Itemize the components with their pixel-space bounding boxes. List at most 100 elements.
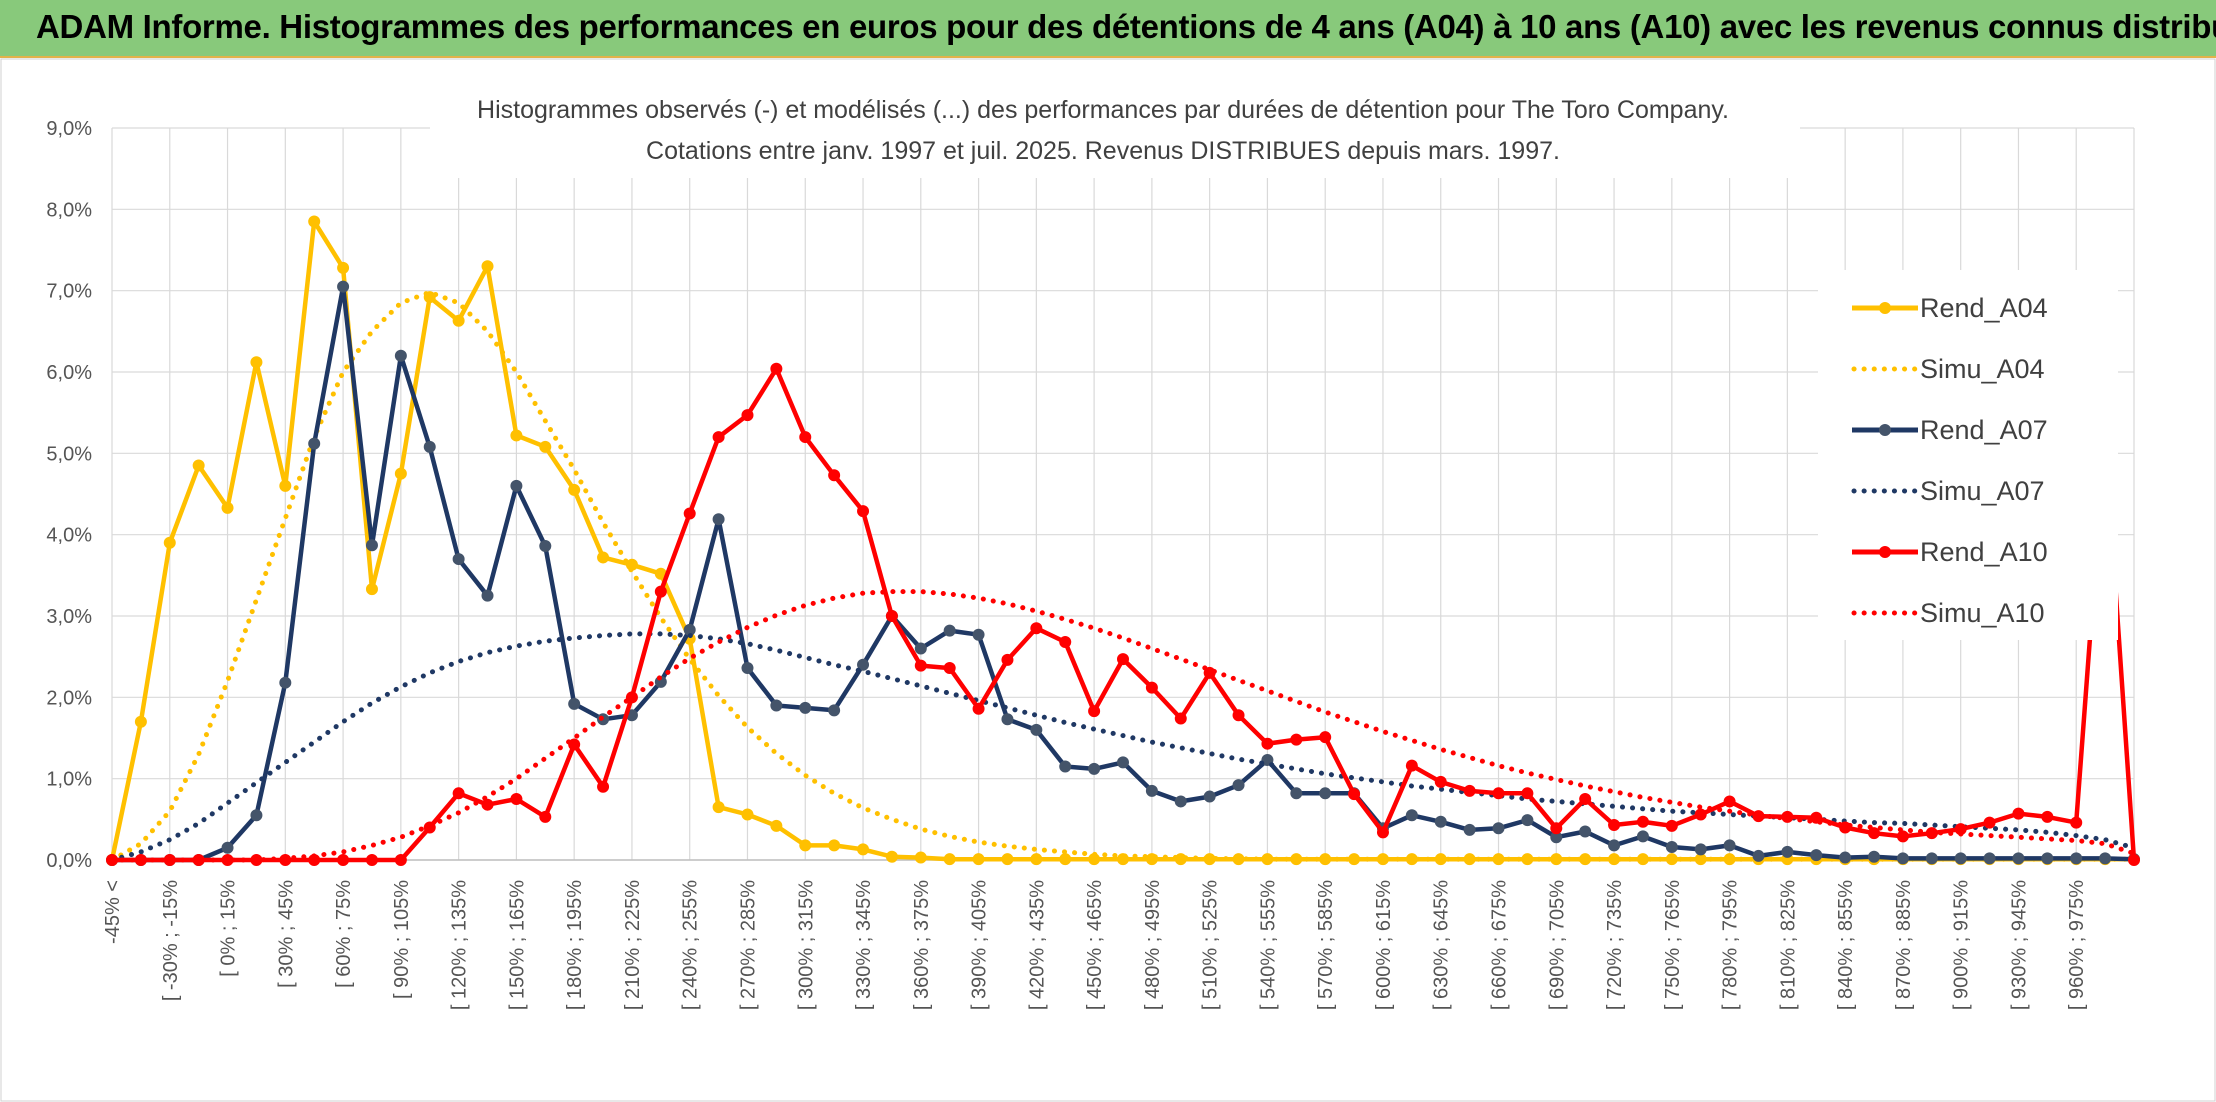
x-tick-label: [ 0% ; 15% bbox=[218, 880, 240, 977]
legend-rend-a07-label: Rend_A07 bbox=[1920, 415, 2048, 445]
series-rend-a07-point bbox=[712, 513, 725, 526]
series-rend-a04-point bbox=[452, 314, 465, 327]
x-tick-label: [ 960% ; 975% bbox=[2066, 880, 2088, 1010]
series-group bbox=[106, 215, 2140, 866]
x-tick-label: [ 780% ; 795% bbox=[1720, 880, 1742, 1010]
series-rend-a10-point bbox=[1117, 653, 1129, 666]
series-rend-a10-point bbox=[1868, 827, 1881, 840]
series-rend-a10-point bbox=[914, 659, 927, 672]
series-rend-a07-point bbox=[1781, 845, 1794, 858]
series-rend-a07-point bbox=[1117, 756, 1129, 769]
y-tick-label: 6,0% bbox=[46, 362, 92, 384]
legend-rend-a04-label: Rend_A04 bbox=[1920, 293, 2048, 323]
series-rend-a10-point bbox=[1030, 622, 1043, 635]
series-rend-a04-point bbox=[828, 839, 841, 852]
legend-simu-a07-label: Simu_A07 bbox=[1920, 476, 2045, 506]
series-rend-a04-point bbox=[857, 843, 870, 856]
series-rend-a10-point bbox=[539, 810, 552, 823]
x-tick-label: [ 60% ; 75% bbox=[333, 880, 355, 988]
series-rend-a04-point bbox=[279, 479, 292, 492]
series-rend-a10-point bbox=[1001, 653, 1014, 666]
x-tick-label: [ 480% ; 495% bbox=[1142, 880, 1164, 1010]
series-rend-a10-point bbox=[365, 854, 378, 866]
x-tick-label: [ 690% ; 705% bbox=[1546, 880, 1568, 1010]
series-rend-a07-point bbox=[1030, 723, 1043, 736]
legend-rend-a10-label: Rend_A10 bbox=[1920, 537, 2048, 567]
series-rend-a10-point bbox=[1174, 712, 1187, 725]
series-rend-a07-point bbox=[2099, 852, 2112, 865]
series-rend-a10-point bbox=[770, 362, 783, 375]
x-tick-label: [ 90% ; 105% bbox=[391, 880, 413, 999]
x-tick-label: [ 870% ; 885% bbox=[1893, 880, 1915, 1010]
series-simu-a10-line bbox=[109, 589, 2137, 863]
x-tick-label: [ 180% ; 195% bbox=[564, 880, 586, 1010]
x-tick-label: [ 240% ; 255% bbox=[680, 880, 702, 1010]
y-tick-label: 4,0% bbox=[46, 525, 92, 547]
x-tick-label: [ 30% ; 45% bbox=[275, 880, 297, 988]
x-tick-label: [ -30% ; -15% bbox=[160, 880, 182, 1001]
series-rend-a07-point bbox=[250, 809, 263, 822]
x-tick-label: [ 120% ; 135% bbox=[449, 880, 471, 1010]
series-rend-a07-point bbox=[1232, 779, 1245, 792]
series-rend-a07-point bbox=[365, 539, 378, 552]
x-tick-label: [ 540% ; 555% bbox=[1257, 880, 1279, 1010]
series-rend-a04-point bbox=[134, 715, 147, 728]
series-rend-a07-point bbox=[1521, 814, 1534, 827]
legend-rend-a07-marker bbox=[1879, 424, 1891, 436]
series-rend-a10-point bbox=[394, 854, 407, 866]
x-tick-label: [ 930% ; 945% bbox=[2008, 880, 2030, 1010]
series-rend-a10-point bbox=[683, 507, 696, 520]
histogram-chart: 0,0% 1,0% 2,0% 3,0% 4,0% 5,0% 6,0% 7,0% 8,0% 9,0%… bbox=[0, 58, 2216, 1102]
title-backdrop bbox=[430, 82, 1800, 178]
series-rend-a07-point bbox=[481, 589, 494, 602]
series-rend-a07-point bbox=[1608, 839, 1621, 852]
series-rend-a07-point bbox=[1723, 839, 1736, 852]
series-rend-a10-point bbox=[654, 585, 667, 598]
series-rend-a07-point bbox=[1319, 787, 1332, 800]
y-axis: 0,0% 1,0% 2,0% 3,0% 4,0% 5,0% 6,0% 7,0% 8,0% 9,0% bbox=[46, 118, 92, 872]
series-rend-a04-point bbox=[943, 853, 956, 866]
series-rend-a04-point bbox=[914, 851, 927, 864]
series-rend-a07-point bbox=[1925, 852, 1938, 865]
series-rend-a10-point bbox=[568, 738, 581, 751]
series-rend-a10-point bbox=[452, 787, 465, 800]
x-tick-label: [ 330% ; 345% bbox=[853, 880, 875, 1010]
series-rend-a07-point bbox=[1290, 787, 1303, 800]
legend-rend-a10-marker bbox=[1879, 546, 1891, 558]
series-rend-a07-point bbox=[1434, 815, 1447, 828]
series-rend-a04-point bbox=[337, 261, 350, 274]
y-tick-label: 8,0% bbox=[46, 199, 92, 221]
series-rend-a10-point bbox=[597, 780, 610, 793]
series-rend-a10-point bbox=[857, 505, 870, 518]
series-rend-a10-point bbox=[1376, 826, 1389, 839]
series-rend-a10-point bbox=[1405, 759, 1418, 772]
series-rend-a07-point bbox=[2041, 852, 2054, 865]
legend-backdrop bbox=[1818, 270, 2118, 640]
series-rend-a04-point bbox=[568, 483, 581, 496]
y-tick-label: 7,0% bbox=[46, 281, 92, 303]
legend-rend-a04-marker bbox=[1879, 302, 1891, 314]
x-tick-label: [ 840% ; 855% bbox=[1835, 880, 1857, 1010]
series-rend-a10-point bbox=[828, 469, 841, 482]
series-rend-a10-point bbox=[741, 409, 754, 422]
series-rend-a10-point bbox=[1608, 819, 1621, 832]
y-tick-label: 9,0% bbox=[46, 118, 92, 140]
series-rend-a04-point bbox=[365, 583, 378, 596]
series-rend-a10-point bbox=[1290, 733, 1303, 746]
series-rend-a10-point bbox=[1261, 737, 1274, 750]
series-rend-a04-point bbox=[308, 215, 321, 228]
series-rend-a04-point bbox=[597, 551, 610, 564]
x-tick-label: [ 900% ; 915% bbox=[1951, 880, 1973, 1010]
x-tick-label: [ 300% ; 315% bbox=[795, 880, 817, 1010]
series-rend-a07-point bbox=[1694, 843, 1707, 856]
x-tick-label: [ 150% ; 165% bbox=[506, 880, 528, 1010]
series-rend-a07-point bbox=[1896, 852, 1909, 865]
legend: Rend_A04 Simu_A04 Rend_A07 Simu_A07 Rend_A10… bbox=[1818, 270, 2118, 640]
series-rend-a07-point bbox=[1868, 850, 1881, 863]
series-rend-a07-point bbox=[1405, 809, 1418, 822]
series-rend-a07-point bbox=[1579, 825, 1592, 838]
series-rend-a07-point bbox=[1636, 830, 1649, 843]
series-rend-a07-point bbox=[279, 676, 292, 689]
series-simu-a04-line bbox=[109, 289, 2137, 863]
series-rend-a04-point bbox=[250, 356, 263, 369]
